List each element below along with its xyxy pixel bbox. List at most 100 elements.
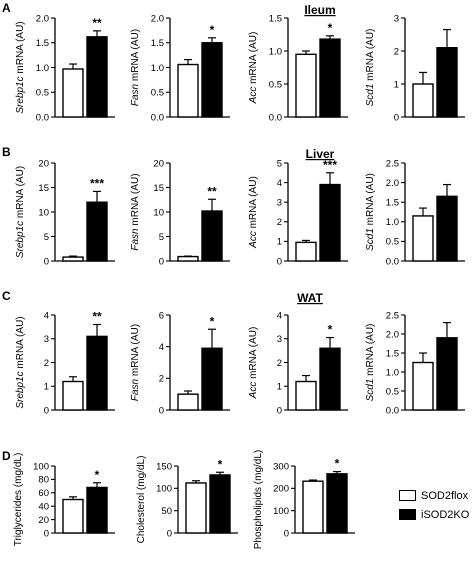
chart-a-fasn-tick-label: 0.0 — [151, 112, 164, 123]
chart-c-srebp1c-gene-name: Srebp1c — [15, 371, 26, 408]
chart-a-fasn-significance: * — [210, 23, 215, 37]
chart-d-lipid0-bar-isod2ko — [86, 486, 108, 534]
chart-d-lipid1-significance: * — [218, 457, 223, 471]
chart-b-acc-tick-label: 5 — [277, 158, 282, 169]
chart-c-scd1-tick-label: 0.5 — [386, 386, 399, 397]
chart-b-srebp1c-bar-sod2flox — [62, 256, 84, 262]
chart-b-scd1-bar-sod2flox — [412, 215, 434, 262]
chart-a-acc-unit: mRNA (AU) — [248, 32, 259, 87]
chart-b-scd1-tick-label: 1.5 — [386, 198, 399, 209]
chart-a-scd1-bar-isod2ko — [436, 47, 458, 118]
chart-d-lipid1: 0 50 100 150 Cholesterol (mg/dL) * — [136, 456, 238, 543]
chart-a-fasn-tick-label: 1.0 — [151, 63, 164, 74]
panel-letter-a: A — [2, 1, 11, 15]
legend-label-sod2flox: SOD2flox — [421, 489, 469, 502]
legend-label-isod2ko: iSOD2KO — [421, 508, 470, 521]
chart-a-srebp1c-bar-isod2ko — [86, 36, 108, 118]
chart-c-scd1-tick-label: 2.0 — [386, 329, 399, 340]
chart-c-fasn-tick-label: 6 — [159, 310, 164, 321]
chart-b-scd1-tick-label: 1.0 — [386, 217, 399, 228]
chart-c-srebp1c-tick-label: 0 — [44, 405, 49, 416]
chart-c-srebp1c-unit: mRNA (AU) — [15, 316, 26, 371]
chart-b-scd1-unit: mRNA (AU) — [365, 173, 376, 228]
chart-b-srebp1c-unit: mRNA (AU) — [15, 166, 26, 221]
chart-c-srebp1c-bar-sod2flox — [62, 380, 84, 411]
panel-title-b: Liver — [306, 147, 335, 161]
legend-item-sod2flox: SOD2flox — [399, 488, 469, 503]
chart-a-acc-gene-name: Acc — [248, 87, 259, 105]
chart-c-acc-tick-label: 1 — [277, 382, 282, 393]
chart-a-scd1-tick-label: 3 — [394, 13, 399, 24]
panel-letter-b: B — [2, 145, 11, 159]
chart-d-lipid0-bar-sod2flox — [62, 498, 84, 534]
chart-b-acc-bar-isod2ko — [319, 183, 341, 262]
chart-a-fasn-y-label: Fasn mRNA (AU) — [130, 29, 141, 106]
chart-c-scd1-bar-sod2flox — [412, 361, 434, 411]
chart-c-scd1-gene-name: Scd1 — [365, 379, 376, 402]
chart-b-srebp1c-y-label: Srebp1c mRNA (AU) — [15, 166, 26, 258]
chart-a-scd1-gene-name: Scd1 — [365, 84, 376, 107]
chart-a-acc-tick-label: 1.0 — [269, 46, 282, 57]
chart-b-acc-gene-name: Acc — [248, 231, 259, 249]
chart-b-scd1-tick-label: 0.0 — [386, 256, 399, 267]
chart-b-acc-tick-label: 1 — [277, 237, 282, 248]
chart-a-scd1-bar-sod2flox — [412, 83, 434, 118]
chart-c-scd1: 0.0 0.5 1.0 1.5 2.0 2.5 Scd1 mRNA (AU) — [365, 310, 465, 416]
legend-swatch-sod2flox — [399, 490, 416, 501]
chart-b-acc-significance: *** — [323, 158, 337, 172]
chart-d-lipid0-significance: * — [95, 468, 100, 482]
chart-d-lipid1-tick-label: 50 — [161, 506, 172, 517]
chart-a-srebp1c-tick-label: 0.5 — [36, 88, 49, 99]
chart-a-srebp1c-tick-label: 2.0 — [36, 13, 49, 24]
chart-c-scd1-tick-label: 1.0 — [386, 367, 399, 378]
panel-letter-d: D — [2, 449, 11, 463]
chart-a-srebp1c-gene-name: Srebp1c — [15, 76, 26, 113]
chart-a-srebp1c-y-label: Srebp1c mRNA (AU) — [15, 21, 26, 113]
chart-c-fasn-bar-sod2flox — [177, 393, 199, 411]
chart-b-fasn-tick-label: 0 — [159, 256, 164, 267]
chart-a-scd1: 0 1 2 3 Scd1 mRNA (AU) — [365, 13, 465, 123]
chart-d-lipid0-tick-label: 100 — [33, 461, 49, 472]
chart-b-acc-bar-sod2flox — [295, 241, 317, 262]
chart-a-acc-y-label: Acc mRNA (AU) — [248, 32, 259, 105]
chart-c-scd1-tick-label: 0.0 — [386, 405, 399, 416]
chart-a-srebp1c-tick-label: 1.0 — [36, 63, 49, 74]
chart-b-srebp1c-gene-name: Srebp1c — [15, 221, 26, 258]
chart-a-fasn-bar-isod2ko — [201, 42, 223, 118]
chart-d-lipid1-tick-label: 0 — [167, 528, 172, 539]
chart-a-srebp1c-significance: ** — [92, 16, 102, 30]
chart-d-lipid1-bar-sod2flox — [185, 482, 207, 534]
chart-a-fasn: 0.0 0.5 1.0 1.5 2.0 Fasn mRNA (AU) * — [130, 13, 230, 123]
chart-b-fasn-gene-name: Fasn — [130, 228, 141, 251]
chart-a-scd1-y-label: Scd1 mRNA (AU) — [365, 29, 376, 107]
chart-c-acc-gene-name: Acc — [248, 382, 259, 400]
chart-b-srebp1c-tick-label: 20 — [38, 158, 49, 169]
chart-c-fasn-unit: mRNA (AU) — [130, 324, 141, 379]
chart-d-lipid1-bar-isod2ko — [209, 474, 231, 534]
chart-d-lipid2-tick-label: 100 — [273, 506, 289, 517]
chart-a-srebp1c-unit: mRNA (AU) — [15, 21, 26, 76]
chart-b-fasn-tick-label: 20 — [153, 158, 164, 169]
chart-a-srebp1c: 0.0 0.5 1.0 1.5 2.0 Srebp1c mRNA (AU) ** — [15, 13, 115, 123]
chart-c-acc-y-label: Acc mRNA (AU) — [248, 327, 259, 400]
chart-b-scd1: 0.0 0.5 1.0 1.5 2.0 2.5 Scd1 mRNA (AU) — [365, 158, 465, 267]
chart-b-acc-tick-label: 0 — [277, 256, 282, 267]
chart-c-fasn-gene-name: Fasn — [130, 378, 141, 401]
chart-c-fasn-y-label: Fasn mRNA (AU) — [130, 324, 141, 401]
chart-a-scd1-tick-label: 0 — [394, 112, 399, 123]
chart-b-srebp1c-tick-label: 15 — [38, 183, 49, 194]
chart-b-scd1-y-label: Scd1 mRNA (AU) — [365, 173, 376, 251]
chart-d-lipid2-tick-label: 0 — [284, 528, 289, 539]
chart-d-lipid2-tick-label: 200 — [273, 484, 289, 495]
chart-d-lipid0: 0 20 40 60 80 100 Triglycerides (mg/dL) * — [13, 453, 115, 546]
chart-c-srebp1c-significance: ** — [92, 310, 102, 324]
chart-c-acc: 0 1 2 3 4 Acc mRNA (AU) * — [248, 310, 348, 416]
chart-b-scd1-gene-name: Scd1 — [365, 228, 376, 251]
chart-d-lipid0-tick-label: 20 — [38, 515, 49, 526]
chart-c-srebp1c-tick-label: 3 — [44, 334, 49, 345]
chart-c-acc-tick-label: 4 — [277, 310, 282, 321]
chart-b-fasn-unit: mRNA (AU) — [130, 173, 141, 228]
panel-title-c: WAT — [297, 291, 323, 305]
chart-b-srebp1c-tick-label: 10 — [38, 207, 49, 218]
chart-b-scd1-tick-label: 2.5 — [386, 158, 399, 169]
